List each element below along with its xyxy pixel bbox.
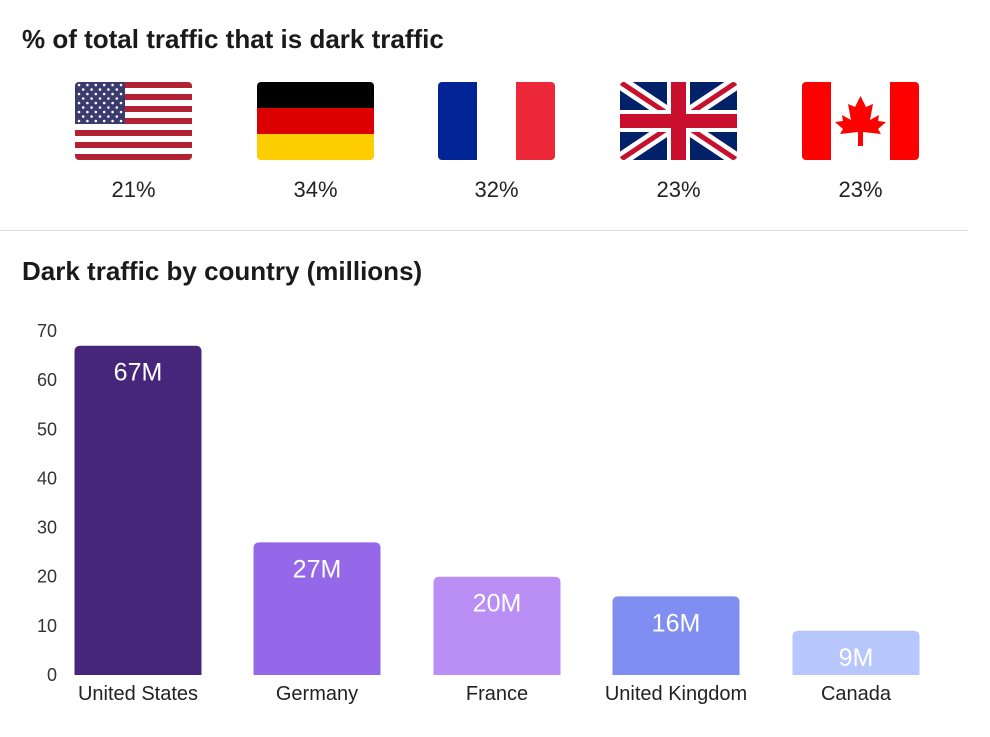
- pct-france: 32%: [474, 177, 519, 202]
- bar-data-label: 67M: [114, 359, 163, 387]
- x-category-label: United Kingdom: [605, 683, 747, 705]
- bar-united-kingdom: [612, 596, 740, 675]
- x-category-label: Canada: [821, 683, 892, 705]
- pct-united-kingdom: 23%: [656, 177, 701, 202]
- canada-flag-icon: [802, 82, 919, 160]
- y-tick-label: 0: [47, 665, 57, 685]
- bar-data-label: 16M: [652, 609, 701, 637]
- y-tick-label: 50: [37, 419, 57, 439]
- x-category-label: Germany: [276, 683, 358, 705]
- us-flag-icon: [75, 82, 192, 160]
- flags-section-title: % of total traffic that is dark traffic: [22, 24, 444, 54]
- x-category-label: United States: [78, 683, 198, 705]
- bar-france: [433, 576, 561, 675]
- bar-data-label: 9M: [839, 644, 874, 672]
- pct-germany: 34%: [293, 177, 338, 202]
- y-tick-label: 70: [37, 321, 57, 341]
- chart-title: Dark traffic by country (millions): [22, 256, 423, 286]
- pct-canada: 23%: [838, 177, 883, 202]
- section-divider: [0, 230, 968, 231]
- y-tick-label: 30: [37, 518, 57, 538]
- y-tick-label: 10: [37, 616, 57, 636]
- bar-data-label: 27M: [293, 555, 342, 583]
- uk-flag-icon: [620, 82, 737, 160]
- y-tick-label: 60: [37, 370, 57, 390]
- bar-germany: [253, 542, 381, 675]
- bar-data-label: 20M: [473, 590, 522, 618]
- y-tick-label: 20: [37, 567, 57, 587]
- bar-canada: [792, 630, 920, 675]
- germany-flag-icon: [257, 82, 374, 160]
- pct-united-states: 21%: [111, 177, 156, 202]
- x-category-label: France: [466, 683, 528, 705]
- y-tick-label: 40: [37, 468, 57, 488]
- bar-united-states: [74, 345, 202, 675]
- france-flag-icon: [438, 82, 555, 160]
- bar-chart: 0 10 20 30 40 50 60 70 67M United States 27M German…: [37, 321, 920, 705]
